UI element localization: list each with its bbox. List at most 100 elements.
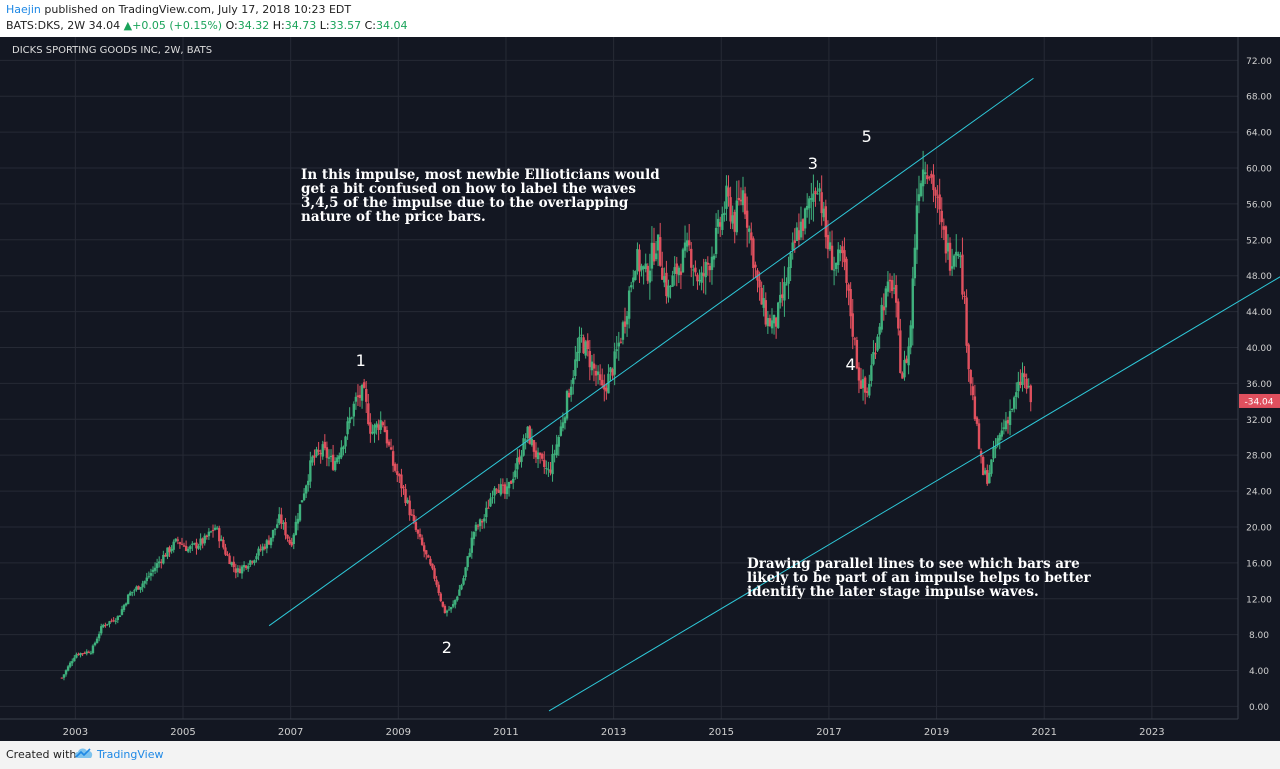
candle-body [988,472,991,484]
candle-body [934,189,937,196]
candle-body [158,561,161,564]
annotation-impulse-note: In this impulse, most newbie Elliotician… [301,168,660,224]
candle-body [499,484,502,495]
candle-body [739,199,743,202]
candle-body [317,450,320,452]
y-tick-label: 60.00 [1246,165,1272,175]
annotation-line: nature of the price bars. [301,209,486,225]
candle-body [899,330,902,373]
annotation-line: get a bit confused on how to label the w… [301,181,636,197]
candle-body [654,253,658,260]
candle-body [454,599,457,605]
candle-body [427,555,430,558]
price-chart[interactable]: 2003 2005 2007 2009 2011 2013 2015 2017 2019 2021… [0,37,1280,741]
candle-body [617,342,620,347]
high-value: 34.73 [284,19,317,32]
candle-body [743,193,747,215]
candle-body [358,394,362,398]
y-tick-label: 36.00 [1246,380,1272,390]
candle-body [841,246,844,254]
y-tick-label: 20.00 [1246,523,1272,533]
candle-body [379,420,382,430]
low-label: L: [319,19,330,32]
candle-body [816,193,819,195]
candle-body [923,172,927,175]
candle-body [478,519,482,527]
candle-body [1002,427,1006,429]
candle-body [547,469,550,471]
candle-body [367,403,370,425]
candle-body [675,263,678,274]
tradingview-cloud-icon[interactable] [73,746,95,760]
candle-body [661,267,664,280]
candle-body [234,568,237,573]
candle-body [215,527,219,529]
candle-body [580,334,583,336]
candle-body [808,198,811,209]
candle-body [690,248,693,268]
candle-body [789,253,792,268]
candle-body [957,254,960,256]
candle-body [700,272,703,283]
candle-body [369,422,372,434]
candle-body [803,208,807,229]
candle-body [81,653,84,655]
candle-body [611,369,614,376]
candle-body [443,605,447,614]
candle-body [1008,411,1012,425]
candle-body [311,456,314,463]
candle-body [290,542,293,546]
candle-body [97,633,101,639]
candle-body [503,484,507,494]
candle-body [750,232,753,241]
candle-body [930,173,933,178]
candle-body [1021,372,1024,385]
candle-body [913,247,917,279]
candle-body [381,422,384,426]
tradingview-brand-link[interactable]: TradingView [97,748,164,761]
candle-body [810,198,813,200]
candle-body [708,265,712,271]
x-tick-label: 2015 [709,727,734,738]
candle-body [458,589,461,596]
candle-body [387,441,391,446]
candle-body [213,527,217,530]
candle-body [414,522,418,530]
y-tick-label: 48.00 [1246,272,1272,282]
candle-body [501,484,505,486]
candle-body [114,620,117,622]
candle-body [630,285,633,288]
candle-body [201,538,204,544]
candle-body [723,212,726,215]
author-link[interactable]: Haejin [6,3,41,16]
candle-body [73,657,76,662]
candle-body [145,577,148,582]
candle-body [748,228,751,232]
candle-body [745,210,749,228]
candle-body [1000,430,1003,437]
annotation-line: identify the later stage impulse waves. [747,584,1039,600]
candle-body [495,489,498,491]
candle-body [249,560,252,565]
candle-body [565,391,569,419]
candle-body [131,591,134,593]
candle-body [512,478,515,483]
candle-body [178,542,182,544]
candle-body [126,594,130,605]
candle-body [882,306,885,311]
candle-body [365,389,368,402]
candle-body [721,214,724,230]
candle-body [193,543,196,545]
candle-body [288,539,291,544]
candle-body [696,274,699,282]
candle-body [685,240,689,247]
candle-body [168,547,171,553]
candle-body [849,289,852,317]
candle-body [607,373,610,394]
candle-body [1025,378,1028,389]
candle-body [356,395,360,397]
chart-area[interactable]: 2003 2005 2007 2009 2011 2013 2015 2017 2019 2021… [0,37,1280,741]
candle-body [540,454,544,459]
candle-body [752,238,755,269]
candle-body [71,661,74,664]
